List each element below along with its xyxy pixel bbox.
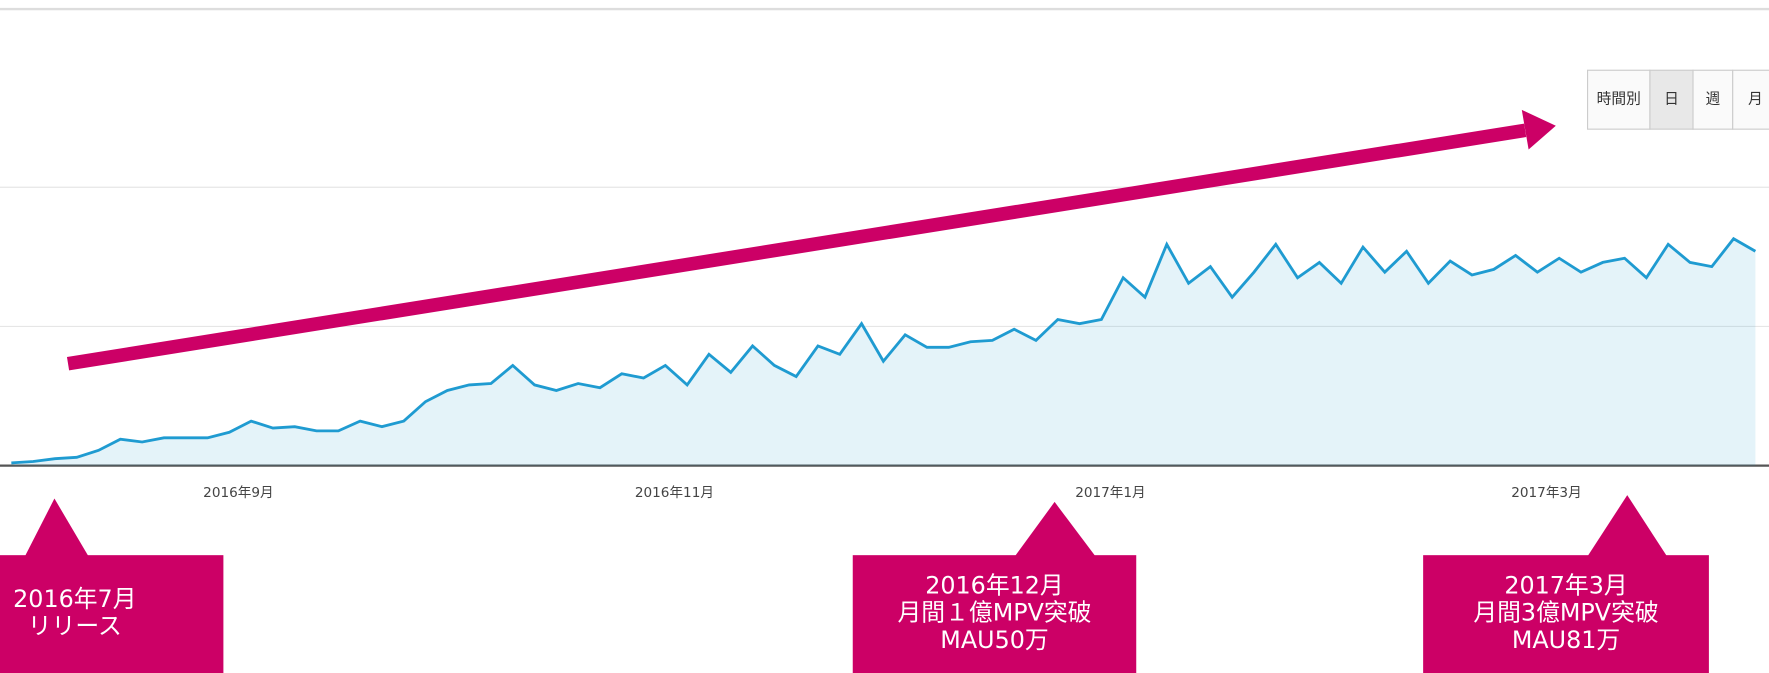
view-buttons: 時間別 日 週 月: [1586, 69, 1769, 130]
x-tick-label: 2016年11月: [635, 485, 714, 501]
growth-arrow: [66, 109, 1556, 371]
arrow-head: [1521, 109, 1556, 150]
callout-pointer: [24, 498, 89, 557]
view-button[interactable]: [1649, 69, 1694, 130]
callout-text: MAU50万: [940, 626, 1048, 654]
view-button-label[interactable]: 週: [1705, 91, 1720, 108]
callout-box: [0, 555, 224, 673]
callout-pointer: [1587, 495, 1667, 557]
view-button-label[interactable]: 月: [1748, 91, 1763, 108]
x-tick-label: 2017年1月: [1075, 485, 1145, 501]
view-button[interactable]: [1692, 69, 1734, 130]
x-axis: 2016年9月 2016年11月 2017年1月 2017年3月: [203, 485, 1582, 501]
callout-box: [852, 555, 1137, 673]
callout-text: 月間１億MPV突破: [897, 599, 1091, 627]
callout-text: MAU81万: [1512, 626, 1620, 654]
callout-text: 2016年7月: [13, 585, 136, 613]
view-button-label[interactable]: 日: [1664, 91, 1679, 108]
callout-text: リリース: [28, 612, 122, 640]
line: [11, 236, 1757, 465]
callout-text: 2017年3月: [1504, 571, 1627, 599]
x-tick-label: 2017年3月: [1511, 485, 1581, 501]
callout-text: 2016年12月: [925, 571, 1063, 599]
view-button[interactable]: [1586, 69, 1651, 130]
arrow-shaft: [66, 123, 1527, 371]
callout-box: [1423, 555, 1709, 673]
area-fill: [11, 238, 1756, 466]
callout-text: 月間3億MPV突破: [1473, 599, 1658, 627]
plot: [11, 236, 1757, 466]
callout-pointer: [1014, 501, 1096, 557]
view-button-label[interactable]: 時間別: [1597, 91, 1641, 108]
view-button[interactable]: [1732, 69, 1769, 130]
x-tick-label: 2016年9月: [203, 485, 273, 501]
